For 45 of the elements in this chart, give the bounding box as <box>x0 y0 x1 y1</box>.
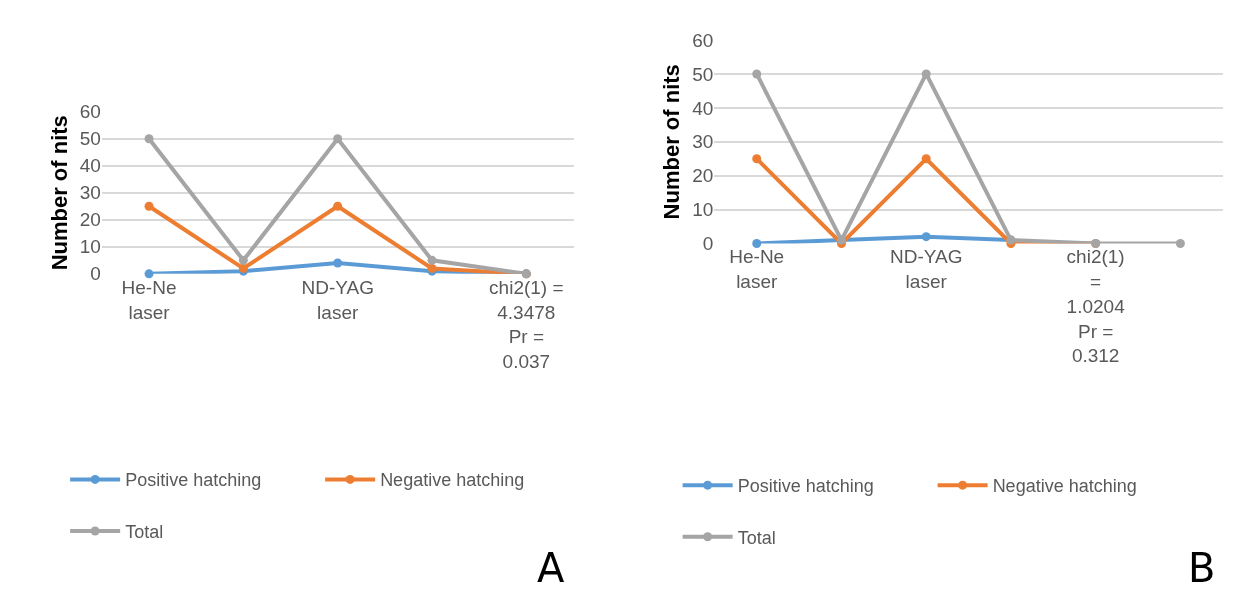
y-tick-label: 0 <box>90 263 101 285</box>
point <box>144 201 154 211</box>
legend-label: Positive hatching <box>125 470 262 491</box>
y-tick-label: 30 <box>79 182 101 204</box>
x-tick-label: ND-YAG laser <box>889 246 963 293</box>
text: B <box>1188 545 1216 591</box>
legend-label: Total <box>737 527 776 548</box>
y-axis-title: Number of nits <box>659 64 685 220</box>
point <box>921 232 931 242</box>
x-tick-label: chi2(1) = 1.0204 Pr = 0.312 <box>1066 246 1126 367</box>
y-tick-label: 40 <box>692 97 714 119</box>
y-tick-label: 60 <box>79 101 101 123</box>
point <box>1175 238 1185 248</box>
point <box>427 255 437 265</box>
point <box>921 69 931 79</box>
point <box>333 201 343 211</box>
x-tick-label: ND-YAG laser <box>301 276 374 323</box>
point <box>752 154 762 164</box>
point <box>333 258 343 268</box>
y-tick-label: 60 <box>692 29 714 51</box>
y-tick-label: 20 <box>79 209 101 231</box>
y-axis-title: Number of nits <box>46 115 72 271</box>
y-tick-label: 50 <box>692 63 714 85</box>
y-tick-label: 0 <box>702 233 714 255</box>
point <box>752 69 762 79</box>
x-tick-label: chi2(1) = 4.3478 Pr = 0.037 <box>489 276 564 372</box>
point <box>921 154 931 164</box>
point <box>752 238 762 248</box>
y-tick-label: 50 <box>79 128 101 150</box>
text: A <box>537 545 565 591</box>
y-tick-label: 20 <box>692 165 714 187</box>
legend-label: Negative hatching <box>380 470 525 491</box>
point <box>144 134 154 144</box>
x-tick-label: He-Ne laser <box>729 246 785 293</box>
y-tick-label: 30 <box>692 131 714 153</box>
y-tick-label: 10 <box>79 236 101 258</box>
x-tick-label: He-Ne laser <box>121 276 177 323</box>
point <box>238 255 248 265</box>
legend-label: Total <box>125 522 164 542</box>
legend-label: Negative hatching <box>992 476 1137 497</box>
point <box>333 134 343 144</box>
point <box>144 269 154 279</box>
y-tick-label: 40 <box>79 155 101 177</box>
y-tick-label: 10 <box>692 199 714 221</box>
legend-label: Positive hatching <box>737 476 874 497</box>
